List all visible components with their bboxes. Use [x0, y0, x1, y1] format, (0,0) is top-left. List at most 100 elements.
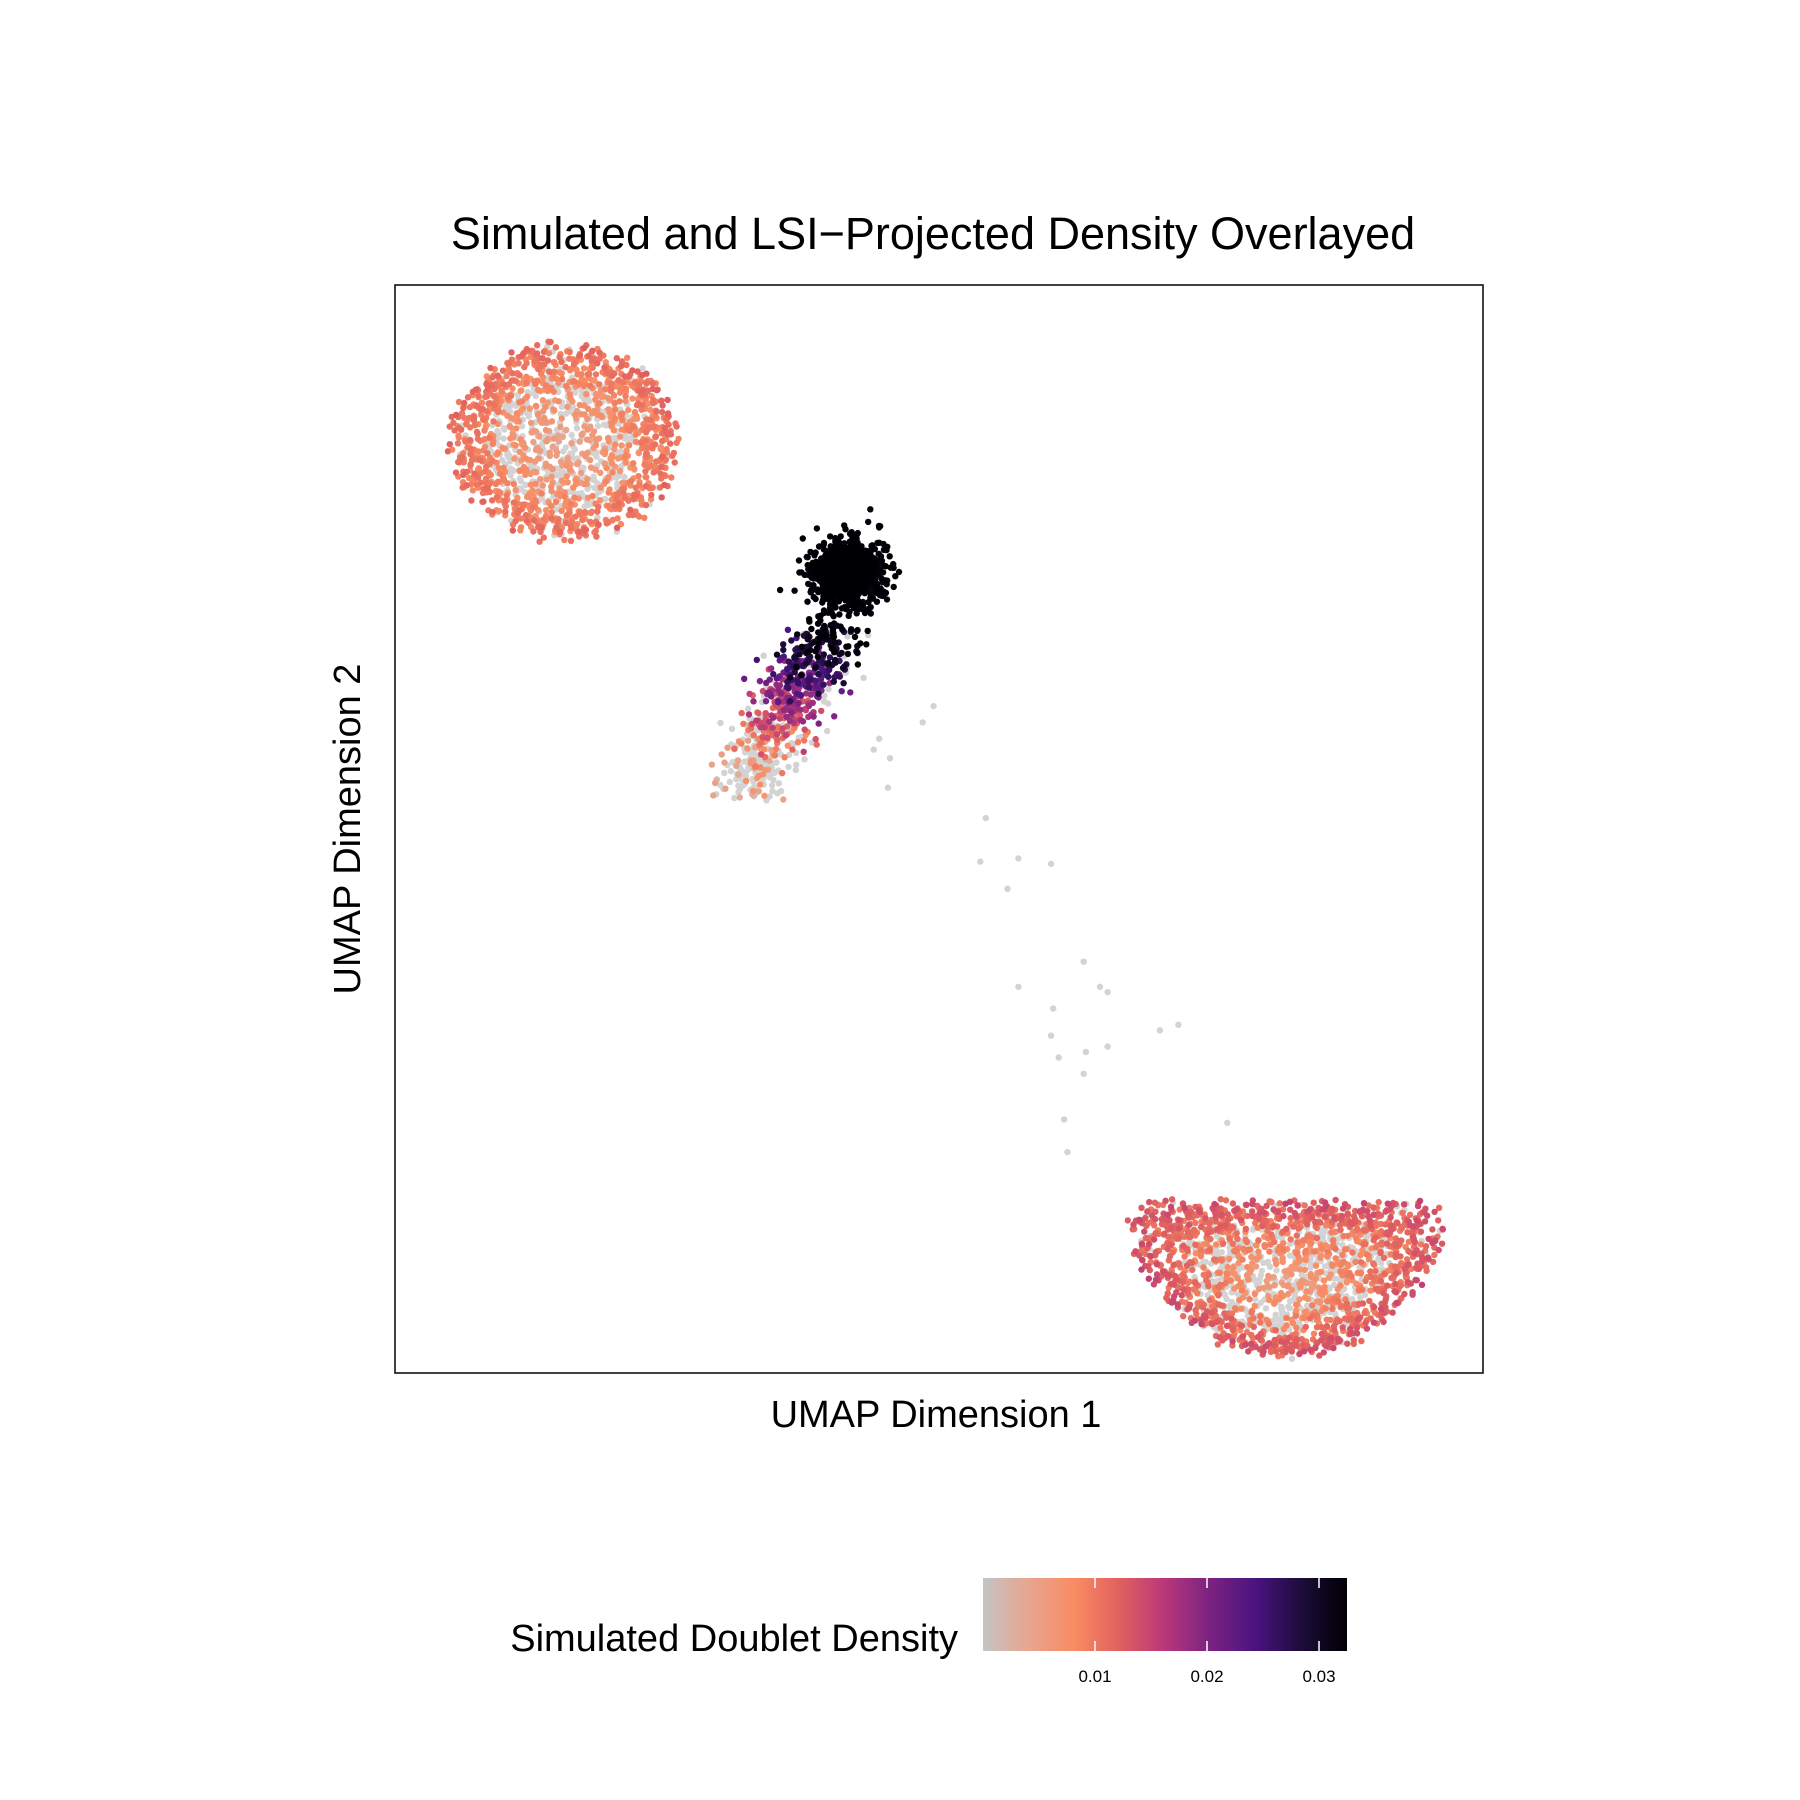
data-point: [1393, 1242, 1400, 1250]
data-point: [1411, 1238, 1419, 1246]
data-point: [537, 476, 544, 483]
data-point: [780, 706, 787, 714]
data-point: [805, 580, 812, 588]
data-point: [794, 631, 801, 638]
data-point: [576, 352, 584, 359]
data-point: [1331, 1327, 1338, 1334]
data-point: [1359, 1286, 1366, 1293]
data-point: [1302, 1323, 1310, 1331]
data-point: [1104, 989, 1111, 996]
data-point: [632, 438, 640, 445]
data-point: [555, 398, 562, 405]
data-point: [639, 365, 646, 372]
data-point: [1332, 1196, 1339, 1204]
data-point: [1251, 1290, 1259, 1298]
data-point: [1248, 1253, 1255, 1261]
data-point: [1337, 1282, 1344, 1289]
data-point: [516, 475, 524, 482]
data-point: [1247, 1340, 1255, 1347]
data-point: [478, 399, 486, 406]
data-point: [1418, 1281, 1426, 1289]
data-point: [1198, 1320, 1205, 1328]
data-point: [510, 499, 518, 506]
data-point: [603, 520, 610, 527]
data-point: [1211, 1200, 1218, 1208]
data-point: [1175, 1021, 1182, 1028]
data-point: [727, 767, 735, 775]
data-point: [614, 480, 621, 487]
data-point: [517, 515, 524, 522]
data-point: [784, 742, 791, 749]
data-point: [1367, 1287, 1374, 1294]
data-point: [760, 746, 768, 753]
data-point: [671, 459, 678, 466]
data-point: [613, 524, 621, 531]
data-point: [1276, 1295, 1283, 1303]
data-point: [1300, 1341, 1307, 1349]
data-point: [1344, 1210, 1351, 1217]
data-point: [478, 411, 485, 418]
data-point: [503, 492, 510, 499]
data-point: [564, 403, 571, 410]
data-point: [1210, 1256, 1218, 1263]
data-point: [532, 428, 540, 435]
data-point: [513, 425, 520, 432]
data-point: [1245, 1276, 1252, 1283]
data-point: [517, 436, 524, 443]
data-point: [887, 564, 894, 571]
data-point: [1256, 1275, 1263, 1283]
data-point: [509, 385, 516, 392]
data-point: [503, 372, 510, 380]
data-point: [602, 386, 609, 393]
data-point: [1215, 1283, 1222, 1291]
data-point: [563, 426, 570, 434]
data-point: [572, 476, 579, 484]
data-point: [605, 502, 613, 510]
data-point: [1318, 1287, 1325, 1295]
data-point: [1387, 1214, 1394, 1221]
data-point: [460, 471, 467, 479]
data-point: [1222, 1197, 1230, 1204]
data-point: [595, 521, 602, 528]
data-point: [721, 759, 728, 766]
data-point: [1170, 1281, 1178, 1288]
data-point: [1344, 1340, 1351, 1347]
data-point: [489, 440, 497, 447]
data-point: [867, 506, 874, 513]
data-point: [735, 771, 742, 778]
data-point: [1312, 1262, 1320, 1269]
data-point: [812, 664, 819, 671]
data-point: [1217, 1302, 1225, 1309]
data-point: [629, 395, 636, 402]
data-point: [768, 665, 775, 672]
data-point: [740, 720, 747, 727]
data-point: [630, 460, 637, 467]
data-point: [558, 375, 566, 383]
data-point: [1288, 1271, 1295, 1278]
data-point: [1255, 1285, 1263, 1293]
data-point: [1293, 1249, 1301, 1257]
data-point: [824, 727, 831, 735]
data-point: [1176, 1260, 1183, 1268]
data-point: [842, 605, 850, 613]
data-point: [745, 711, 753, 718]
data-point: [500, 435, 507, 442]
data-point: [500, 464, 507, 472]
data-point: [642, 450, 650, 458]
data-point: [1147, 1253, 1155, 1260]
data-point: [839, 664, 847, 672]
data-point: [778, 690, 785, 697]
data-point: [741, 758, 748, 765]
data-point: [659, 408, 666, 416]
data-point: [1332, 1245, 1339, 1253]
data-point: [610, 427, 617, 434]
data-point: [532, 380, 539, 388]
data-point: [548, 515, 555, 522]
data-point: [1165, 1272, 1172, 1279]
data-point: [1271, 1298, 1279, 1306]
data-point: [607, 384, 614, 391]
data-point: [516, 372, 523, 379]
data-point: [583, 436, 591, 443]
data-point: [1217, 1196, 1224, 1203]
data-point: [1339, 1251, 1346, 1259]
